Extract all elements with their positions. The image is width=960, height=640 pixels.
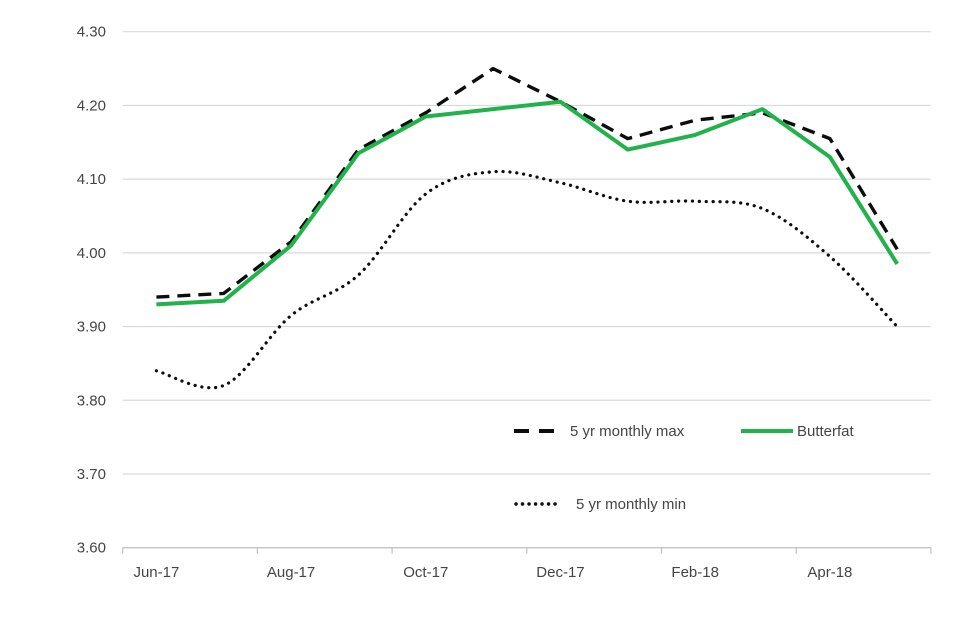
y-axis-label: 3.70 (77, 466, 106, 483)
legend-label-5yr-monthly-max: 5 yr monthly max (570, 422, 685, 440)
legend-item-5yr-monthly-min: 5 yr monthly min (513, 495, 686, 513)
y-axis-label: 4.30 (77, 24, 106, 41)
legend-item-butterfat: Butterfat (741, 422, 854, 440)
legend-item-5yr-monthly-max: 5 yr monthly max (513, 422, 684, 440)
legend-label-butterfat: Butterfat (797, 422, 854, 440)
dashed-line-marker-icon (514, 429, 554, 433)
y-axis-label: 3.60 (77, 540, 106, 557)
solid-green-line-marker-icon (741, 429, 793, 433)
y-axis-label: 4.00 (77, 245, 106, 262)
x-axis-label: Feb-18 (671, 564, 719, 581)
x-axis-label: Apr-18 (807, 564, 852, 581)
x-axis-label: Oct-17 (403, 564, 448, 581)
dotted-line-marker-icon (514, 502, 561, 506)
x-axis-label: Aug-17 (267, 564, 315, 581)
x-axis-label: Dec-17 (536, 564, 584, 581)
y-axis-label: 3.90 (77, 319, 106, 336)
x-axis-label: Jun-17 (133, 564, 179, 581)
legend-label-5yr-monthly-min: 5 yr monthly min (576, 495, 687, 513)
series-line-butterfat (156, 99, 899, 307)
y-axis-label: 4.20 (77, 97, 106, 114)
y-axis-label: 3.80 (77, 392, 106, 409)
y-axis-label: 4.10 (77, 171, 106, 188)
series-line-5-yr-monthly-min (154, 169, 899, 390)
